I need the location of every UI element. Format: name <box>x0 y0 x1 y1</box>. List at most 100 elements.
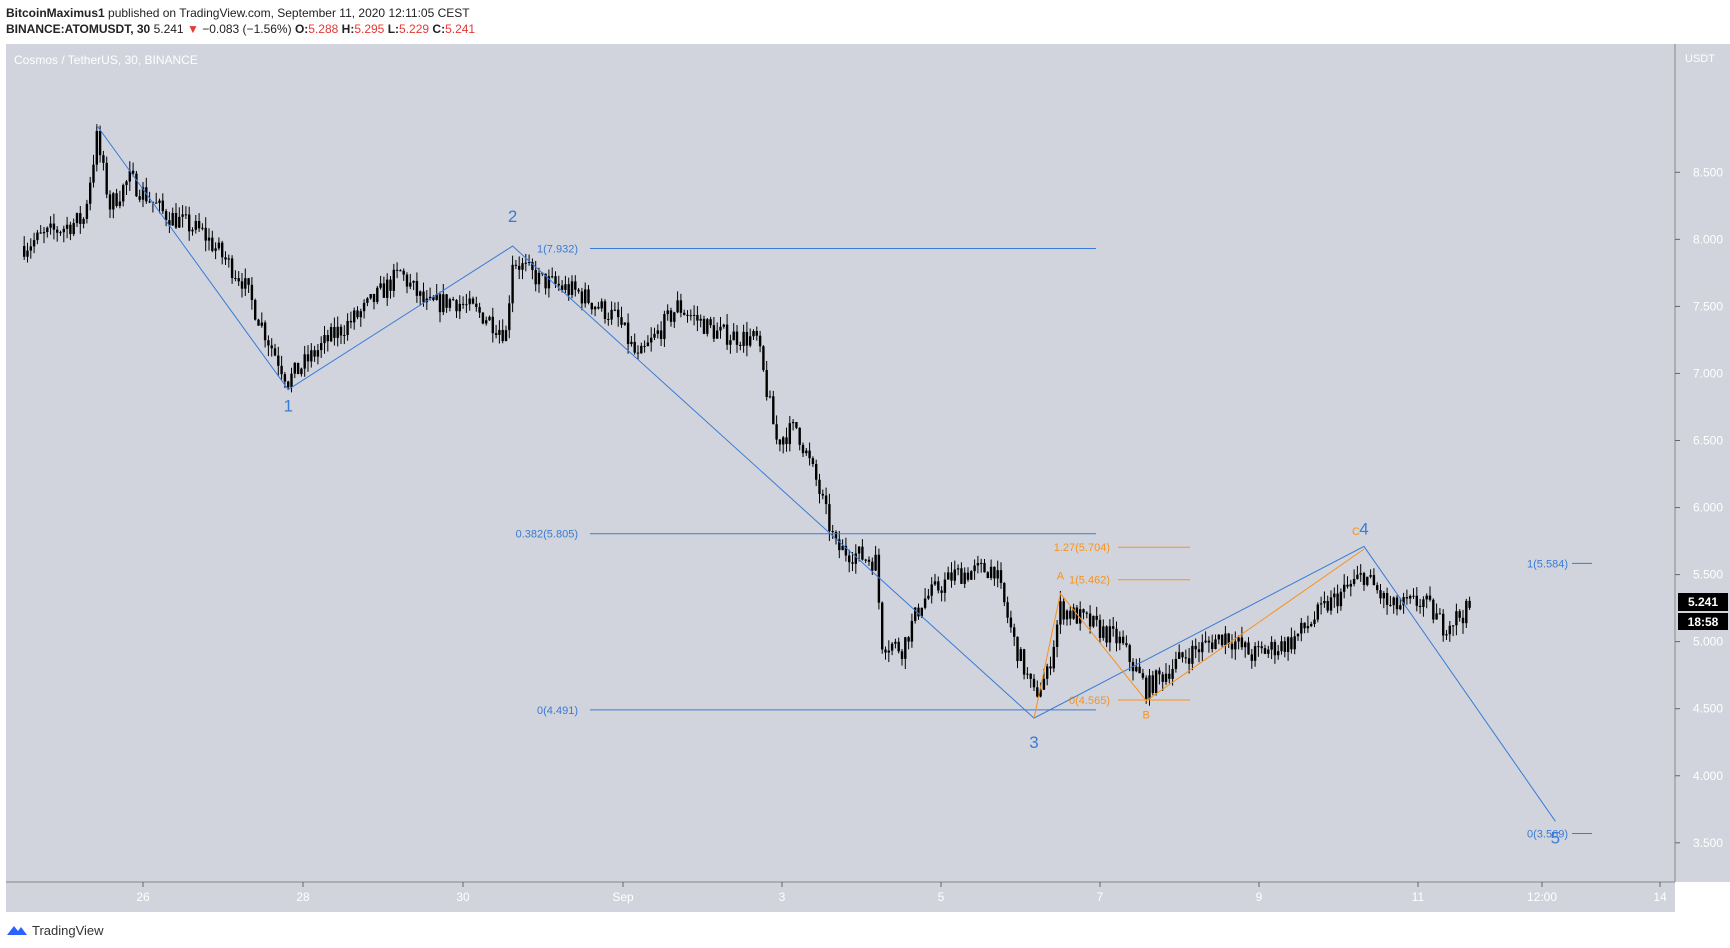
candle-body <box>798 427 801 445</box>
candle-body <box>1234 641 1237 650</box>
impulse-wave-line <box>96 125 1556 822</box>
y-tick-label: 5.500 <box>1693 568 1723 582</box>
candle-body <box>838 539 841 551</box>
plot-area[interactable] <box>6 44 1675 882</box>
candle-body <box>709 319 712 326</box>
time-axis[interactable] <box>6 882 1675 912</box>
y-tick-label: 8.000 <box>1693 232 1723 246</box>
candle-body <box>702 318 706 334</box>
candle-body <box>1145 677 1148 699</box>
candle-body <box>904 637 907 659</box>
candle-body <box>956 568 960 570</box>
price-axis[interactable] <box>1675 44 1730 882</box>
candle-body <box>597 306 600 309</box>
candle-body <box>1214 639 1217 649</box>
candle-body <box>1468 600 1471 608</box>
candle-body <box>1062 601 1065 620</box>
candle-body <box>570 281 574 295</box>
candle-body <box>593 306 597 310</box>
candle-body <box>39 232 42 234</box>
candle-body <box>79 213 82 224</box>
candle-body <box>501 329 504 342</box>
candle-body <box>788 423 791 445</box>
candle-body <box>1389 604 1392 606</box>
candle-body <box>626 322 630 345</box>
candle-body <box>445 294 448 308</box>
candle-body <box>524 262 527 264</box>
x-tick-label: 14 <box>1653 890 1667 904</box>
candle-body <box>1006 602 1009 618</box>
candle-body <box>108 194 112 210</box>
candle-body <box>887 650 890 653</box>
candle-body <box>1392 597 1395 606</box>
candle-body <box>1201 642 1204 653</box>
close-label: C: <box>432 22 446 36</box>
candle-body <box>362 302 366 312</box>
candle-body <box>739 344 742 346</box>
candle-body <box>537 272 541 285</box>
candle-body <box>722 324 725 327</box>
candle-body <box>49 223 52 228</box>
candle-body <box>1247 642 1250 655</box>
candle-body <box>547 276 551 289</box>
candle-body <box>861 546 864 560</box>
fib-target-label: 0(3.569) <box>1527 829 1568 841</box>
candle-body <box>725 324 729 345</box>
candle-body <box>1026 673 1029 675</box>
candle-body <box>834 532 838 540</box>
candle-body <box>577 289 580 292</box>
x-tick-label: 26 <box>136 890 150 904</box>
candle-body <box>1065 610 1069 620</box>
candle-body <box>884 649 887 653</box>
candle-body <box>461 303 465 305</box>
candle-body <box>300 368 303 375</box>
candle-body <box>1194 645 1197 650</box>
close-value: 5.241 <box>445 22 476 36</box>
candle-body <box>1207 640 1211 643</box>
candle-body <box>696 314 699 321</box>
candle-body <box>161 200 164 212</box>
candle-body <box>508 303 511 331</box>
candle-body <box>1095 615 1098 620</box>
candle-body <box>1395 597 1399 610</box>
candle-body <box>419 291 422 296</box>
y-tick-label: 3.500 <box>1693 836 1723 850</box>
y-tick-label: 8.500 <box>1693 165 1723 179</box>
candle-body <box>1029 673 1032 679</box>
candle-body <box>283 374 287 382</box>
symbol-label: BINANCE:ATOMUSDT, 30 <box>6 22 151 36</box>
candle-body <box>1270 641 1273 650</box>
candle-body <box>471 298 475 304</box>
candle-body <box>1448 625 1451 635</box>
candle-body <box>178 216 181 228</box>
candle-body <box>1161 674 1164 682</box>
candle-body <box>92 164 95 183</box>
candle-body <box>290 373 293 388</box>
candle-body <box>617 309 620 318</box>
candle-body <box>158 200 161 203</box>
candle-body <box>56 229 59 233</box>
candle-body <box>498 329 501 335</box>
last-price-badge <box>1678 593 1728 611</box>
candle-body <box>204 227 207 241</box>
candle-body <box>118 201 122 206</box>
y-tick-label: 7.500 <box>1693 299 1723 313</box>
candle-body <box>138 196 141 200</box>
candle-body <box>1253 646 1257 661</box>
candle-body <box>894 641 897 644</box>
candle-body <box>907 637 910 642</box>
tradingview-brand: TradingView <box>32 922 104 938</box>
author-name[interactable]: BitcoinMaximus1 <box>6 6 105 20</box>
candle-body <box>422 291 425 303</box>
candle-body <box>1458 611 1461 618</box>
candle-body <box>1237 637 1240 642</box>
candle-body <box>706 319 709 334</box>
fib-level-label: 1(7.932) <box>537 243 578 255</box>
candle-body <box>689 315 692 317</box>
candle-body <box>1329 597 1333 611</box>
high-value: 5.295 <box>354 22 385 36</box>
candle-body <box>877 554 881 603</box>
tradingview-footer[interactable]: TradingView <box>6 921 104 939</box>
candle-body <box>963 572 966 584</box>
